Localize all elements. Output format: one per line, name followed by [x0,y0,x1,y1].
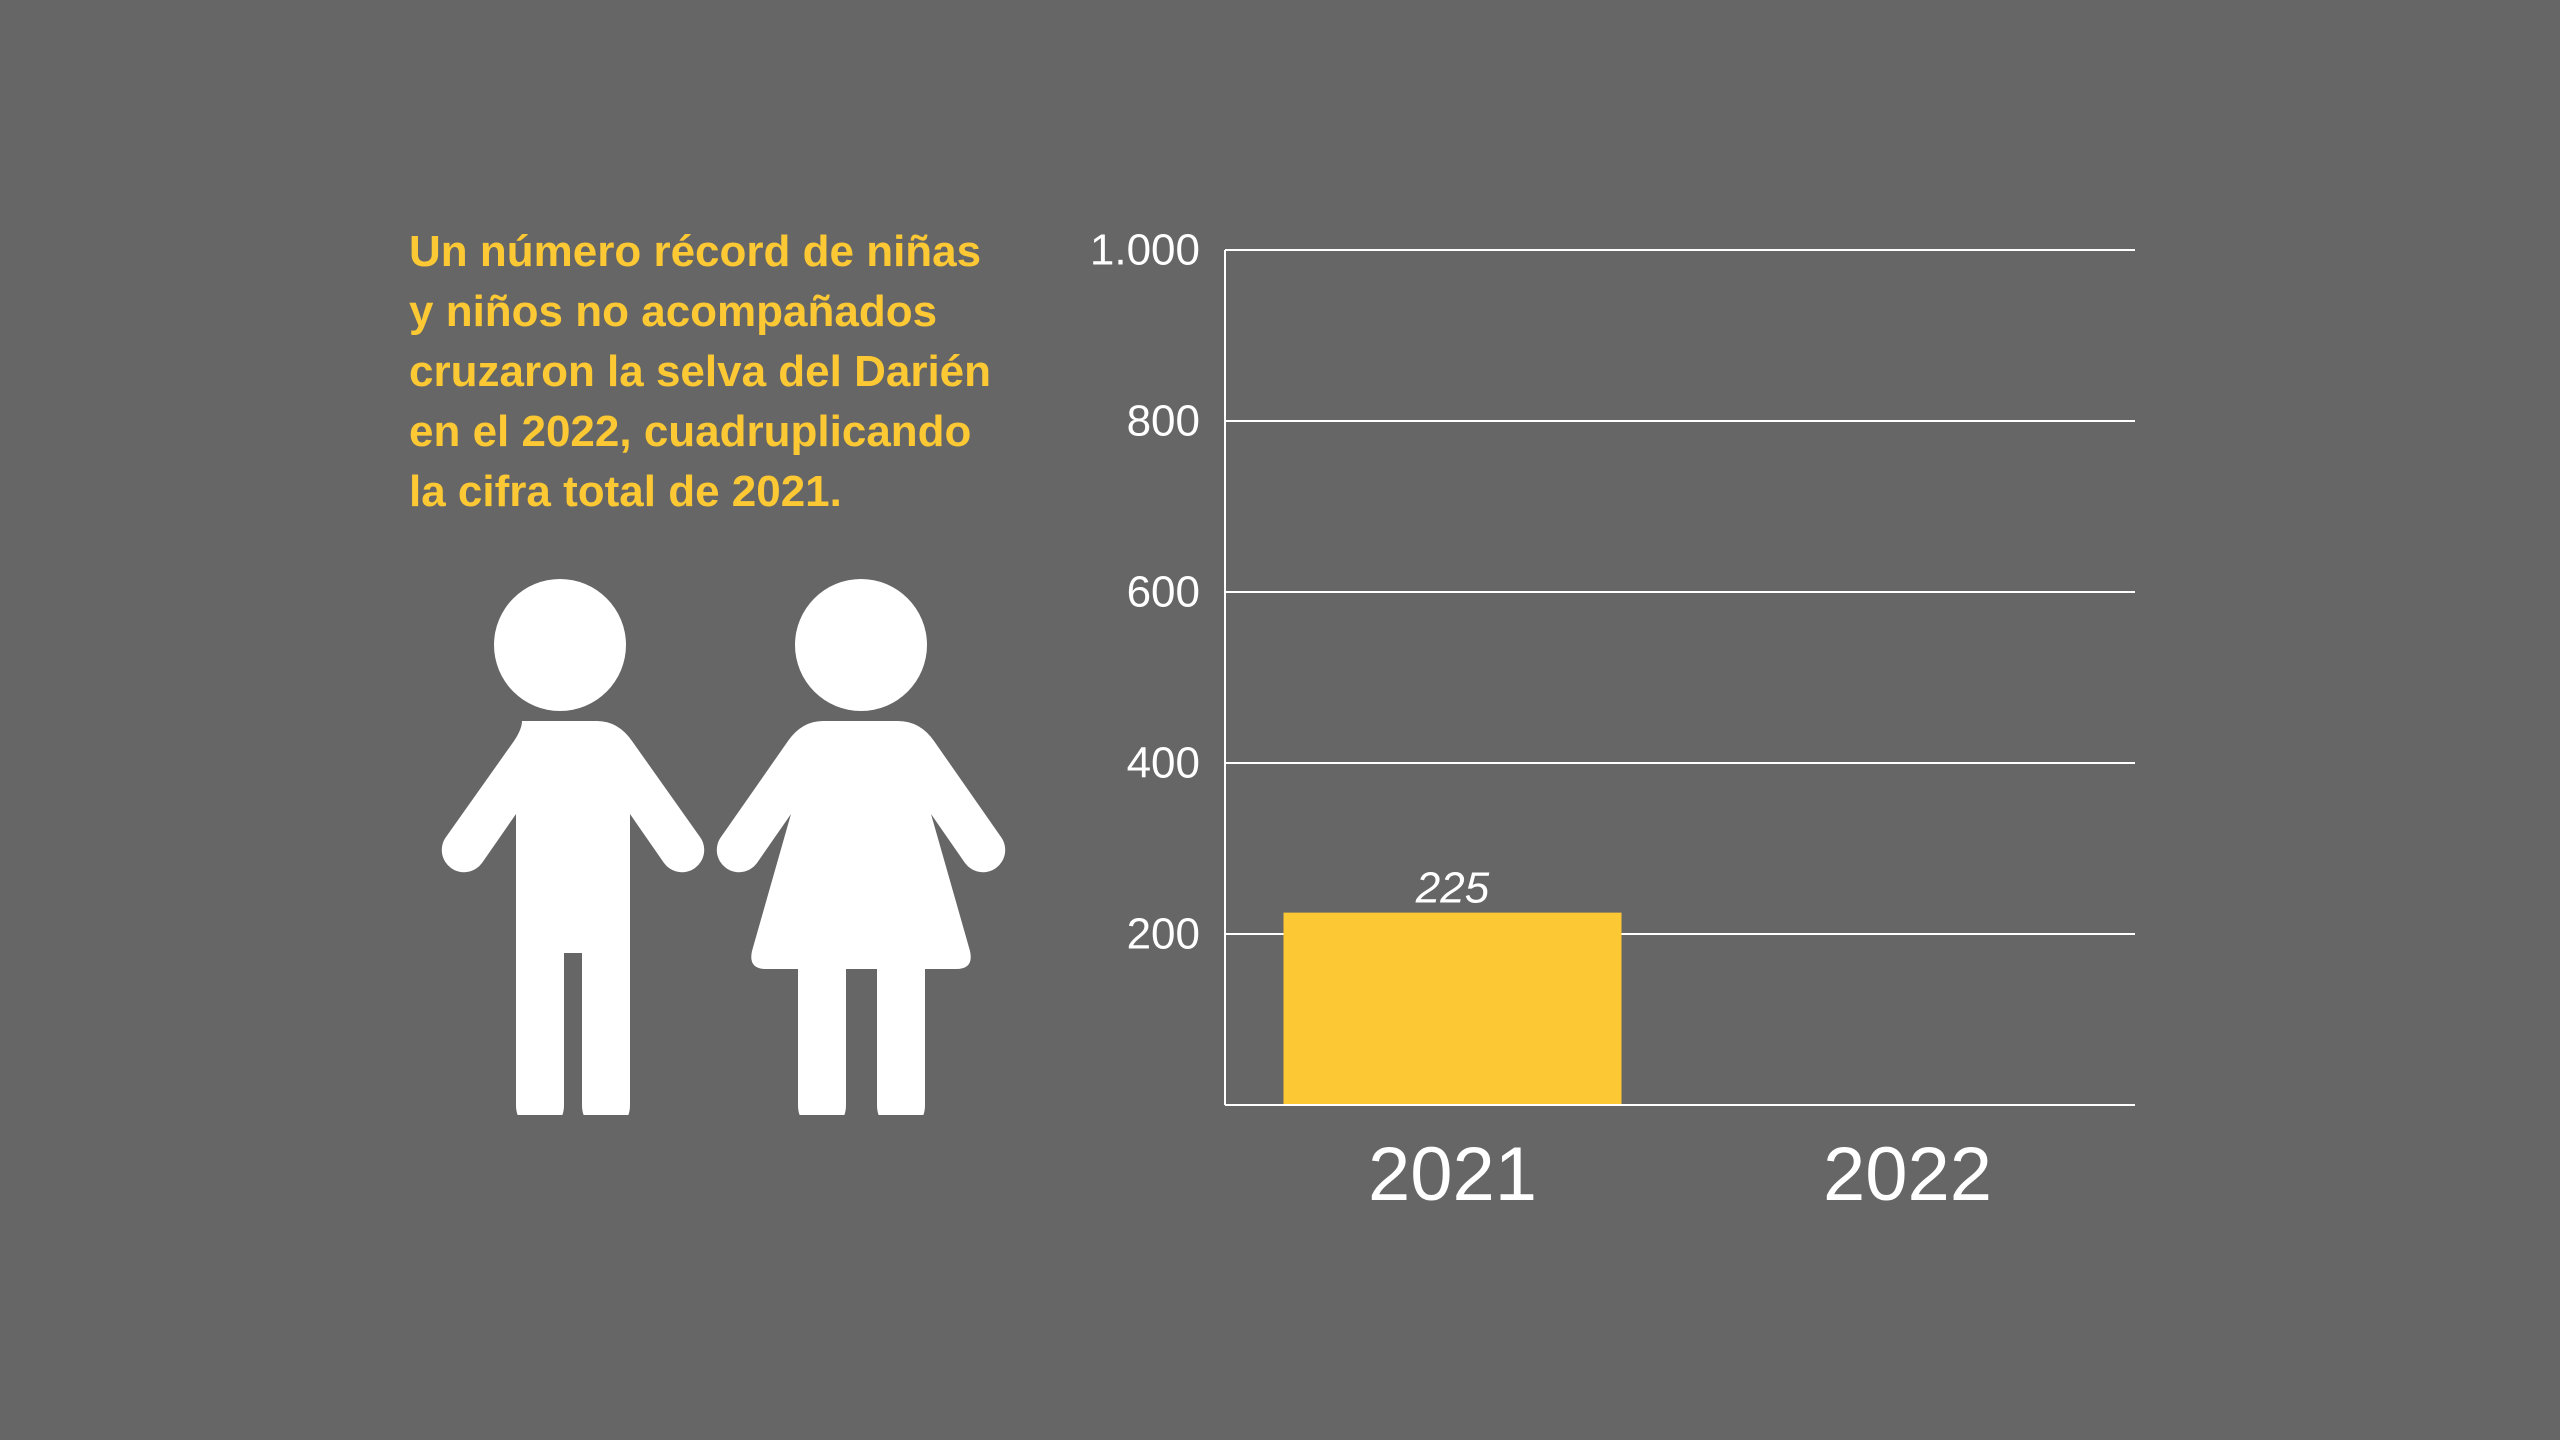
y-tick-label: 200 [1127,910,1200,959]
gridlines [1225,249,2135,935]
girl-icon [716,579,1006,1115]
bars [1283,912,1622,1105]
x-axis-tick-labels: 2021 2022 [1368,1132,1992,1217]
children-icon [441,579,1006,1115]
bar-2021 [1283,912,1622,1105]
data-labels: 225 [1415,864,1490,913]
y-tick-label: 400 [1127,739,1200,788]
y-axis-tick-labels: 200 400 600 800 1.000 [1090,226,1200,959]
data-label-2021: 225 [1415,864,1490,913]
x-tick-label-2022: 2022 [1823,1132,1992,1217]
y-tick-label: 600 [1127,568,1200,617]
x-tick-label-2021: 2021 [1368,1132,1537,1217]
boy-icon [441,579,705,1115]
headline: Un número récord de niñas y niños no aco… [409,227,992,516]
y-tick-label: 800 [1127,397,1200,446]
bar-chart: 200 400 600 800 1.000 225 2021 2022 [1090,226,2135,1217]
y-tick-label: 1.000 [1090,226,1200,275]
